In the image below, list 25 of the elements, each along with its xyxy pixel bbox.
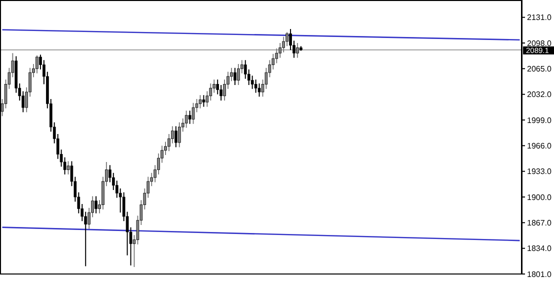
y-tick-label: 2032.0 xyxy=(527,90,552,100)
y-tick-label: 2098.0 xyxy=(527,38,552,48)
y-tick-label: 1801.0 xyxy=(527,270,552,279)
candlestick xyxy=(258,82,261,98)
y-tick-label: 2065.0 xyxy=(527,64,552,74)
candlestick xyxy=(188,110,192,124)
candlestick xyxy=(254,79,258,94)
y-tick-label: 2131.0 xyxy=(527,13,552,22)
y-tick-label: 1999.0 xyxy=(527,116,552,125)
candlestick xyxy=(198,94,202,109)
candlestick xyxy=(178,122,181,148)
candlestick xyxy=(36,54,38,74)
y-tick-label: 1900.0 xyxy=(527,192,552,202)
y-tick-label: 1966.0 xyxy=(527,141,552,150)
y-tick-label: 1834.0 xyxy=(527,244,552,254)
candlestick xyxy=(184,110,188,128)
y-tick-label: 1867.0 xyxy=(527,218,552,228)
candlestick xyxy=(202,94,206,108)
y-tick-label: 1933.0 xyxy=(527,167,552,176)
candlestick xyxy=(192,102,195,124)
candlestick xyxy=(237,64,240,86)
candlestick xyxy=(234,67,236,86)
candlestick xyxy=(94,196,98,214)
candlestick xyxy=(174,126,178,148)
candlestick xyxy=(296,42,299,58)
